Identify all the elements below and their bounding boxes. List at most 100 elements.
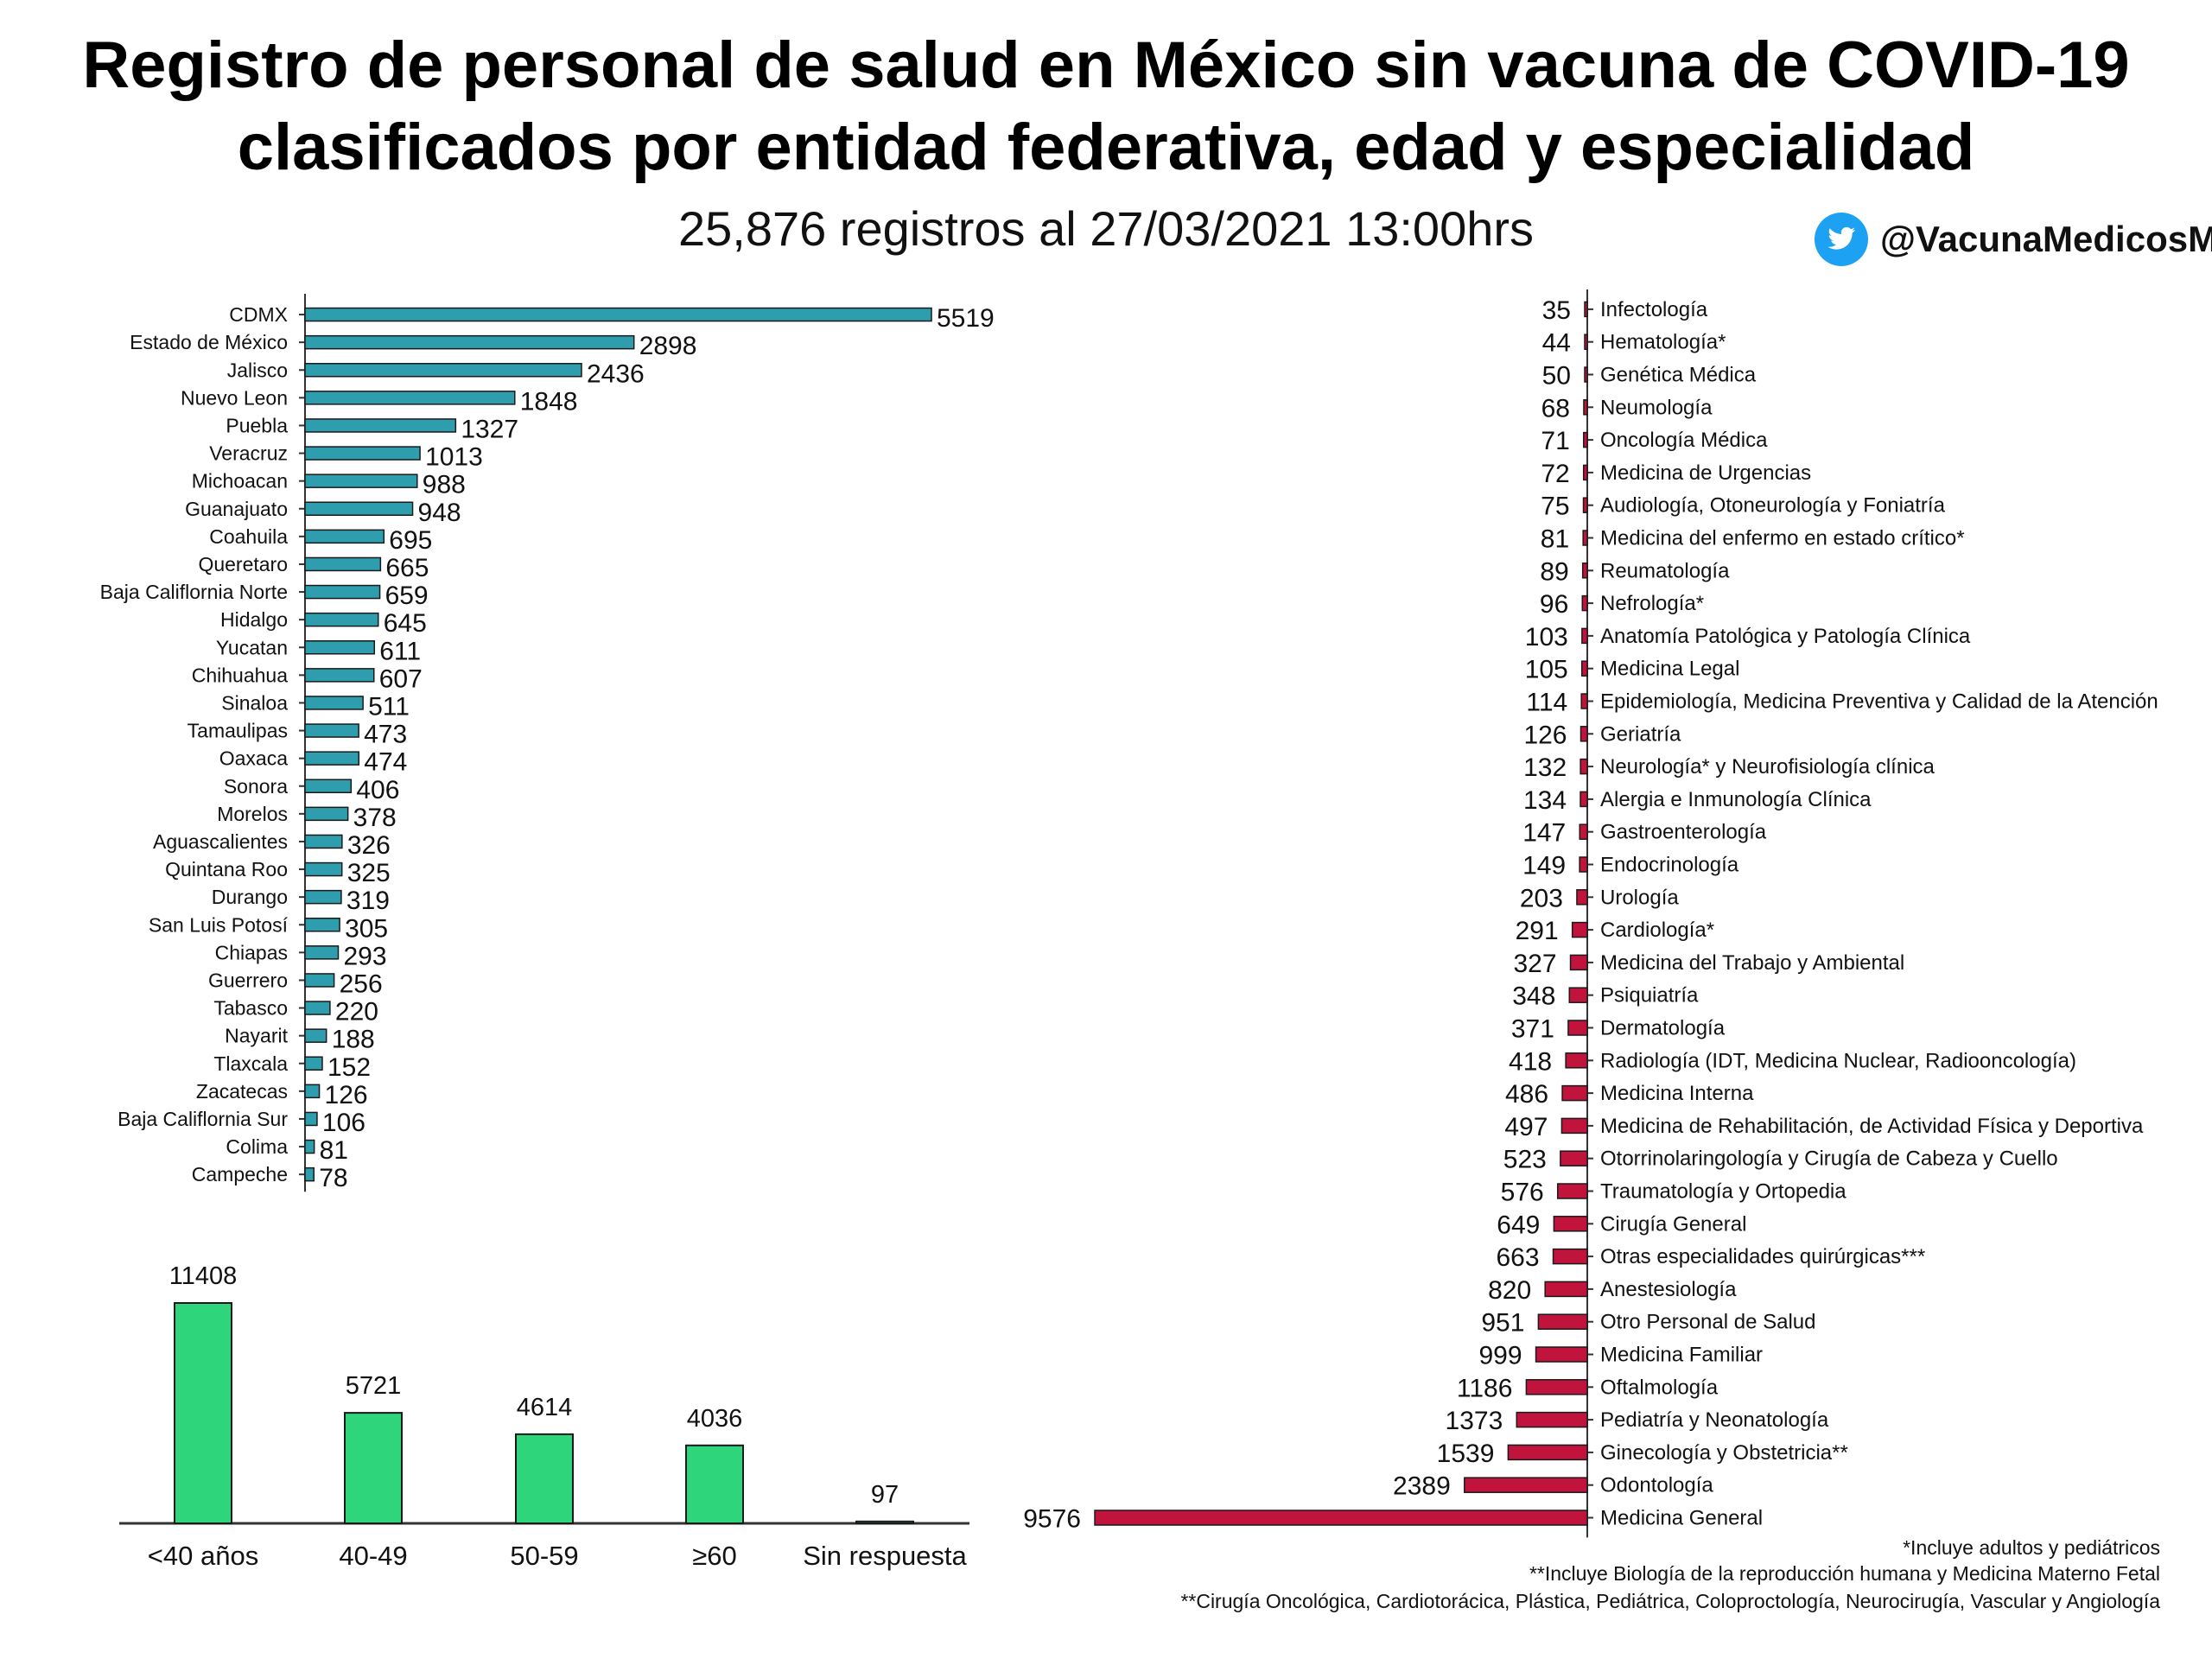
states-bar-chart: CDMX 5519 Estado de México 2898 Jalisco 2436 N… xyxy=(100,294,995,1192)
specialty-category-label: Oftalmología xyxy=(1600,1376,1719,1399)
states-value-label: 188 xyxy=(332,1026,375,1054)
states-bar xyxy=(304,584,381,600)
age-category-label: 50-59 xyxy=(510,1541,578,1571)
states-value-label: 473 xyxy=(364,721,407,749)
specialty-bar xyxy=(1552,1248,1588,1265)
specialty-category-label: Medicina General xyxy=(1600,1507,1763,1530)
specialty-value-label: 50 xyxy=(1542,362,1571,391)
states-bar xyxy=(304,1166,315,1182)
specialty-category-label: Traumatología y Ortopedia xyxy=(1600,1180,1847,1204)
specialty-category-label: Dermatología xyxy=(1600,1017,1726,1040)
specialty-category-label: Gastroenterología xyxy=(1600,821,1767,844)
specialty-value-label: 71 xyxy=(1541,427,1569,455)
states-category-label: Baja Califlornia Norte xyxy=(100,581,288,603)
specialty-value-label: 497 xyxy=(1504,1113,1548,1141)
specialty-bar xyxy=(1535,1346,1588,1363)
states-category-label: Tlaxcala xyxy=(213,1052,288,1075)
specialty-bar xyxy=(1464,1477,1588,1493)
age-value-label: 97 xyxy=(871,1481,899,1509)
specialty-category-label: Cirugía General xyxy=(1600,1212,1746,1236)
states-value-label: 607 xyxy=(379,664,423,693)
specialty-category-label: Medicina de Rehabilitación, de Actividad… xyxy=(1600,1115,2144,1138)
states-value-label: 474 xyxy=(364,748,407,777)
states-value-label: 2436 xyxy=(587,359,645,388)
specialty-bar xyxy=(1537,1313,1588,1330)
specialty-value-label: 132 xyxy=(1523,753,1567,782)
states-value-label: 256 xyxy=(340,969,383,998)
specialty-category-label: Reumatología xyxy=(1600,559,1730,582)
specialty-bar xyxy=(1584,366,1588,383)
states-category-label: Morelos xyxy=(217,803,288,825)
age-bar xyxy=(344,1412,403,1525)
states-value-label: 511 xyxy=(368,692,410,721)
states-bar xyxy=(304,973,335,988)
chart-title-line1: Registro de personal de salud en México … xyxy=(82,29,2130,102)
states-bar xyxy=(304,556,382,572)
specialty-category-label: Odontología xyxy=(1600,1474,1713,1497)
states-bar xyxy=(304,418,457,433)
states-value-label: 220 xyxy=(335,998,378,1027)
specialty-bar xyxy=(1580,726,1588,742)
specialty-value-label: 348 xyxy=(1512,982,1555,1011)
states-value-label: 293 xyxy=(343,942,386,970)
specialty-value-label: 663 xyxy=(1496,1243,1539,1272)
states-category-label: Campeche xyxy=(192,1163,288,1185)
specialty-bar xyxy=(1567,1020,1588,1036)
specialty-value-label: 72 xyxy=(1541,460,1569,488)
specialty-value-label: 68 xyxy=(1541,394,1570,423)
chart-subtitle: 25,876 registros al 27/03/2021 13:00hrs xyxy=(677,201,1535,256)
specialty-bar xyxy=(1580,791,1588,808)
states-value-label: 645 xyxy=(384,609,427,638)
specialty-bar xyxy=(1583,399,1588,416)
states-bar xyxy=(304,1139,315,1154)
specialty-value-label: 9576 xyxy=(1023,1505,1081,1534)
specialty-category-label: Endocrinología xyxy=(1600,854,1739,877)
specialty-bar xyxy=(1516,1411,1588,1428)
states-bar xyxy=(304,1028,327,1043)
specialty-bar xyxy=(1569,954,1588,971)
states-value-label: 988 xyxy=(423,471,466,499)
states-category-label: Tamaulipas xyxy=(188,720,288,742)
specialty-bar xyxy=(1568,987,1588,1003)
states-bar xyxy=(304,696,364,710)
age-bar xyxy=(174,1302,232,1524)
age-value-label: 4614 xyxy=(517,1394,573,1421)
specialty-value-label: 126 xyxy=(1523,721,1567,749)
specialty-value-label: 81 xyxy=(1541,525,1569,554)
age-bar xyxy=(855,1520,914,1525)
specialty-bar xyxy=(1581,563,1588,579)
footnote-3: **Cirugía Oncológica, Cardiotorácica, Pl… xyxy=(1180,1590,2160,1612)
specialty-category-label: Medicina del enfermo en estado crítico* xyxy=(1600,527,1965,550)
specialty-category-label: Radiología (IDT, Medicina Nuclear, Radio… xyxy=(1600,1049,2076,1072)
specialty-value-label: 2389 xyxy=(1393,1472,1451,1501)
specialty-category-label: Pediatría y Neonatología xyxy=(1600,1408,1829,1432)
specialty-value-label: 523 xyxy=(1503,1146,1547,1174)
states-bar xyxy=(304,861,343,877)
specialty-value-label: 103 xyxy=(1525,623,1568,652)
states-value-label: 81 xyxy=(320,1136,348,1165)
chart-title-line2: clasificados por entidad federativa, eda… xyxy=(237,111,1975,184)
states-bar xyxy=(304,307,932,322)
states-bar xyxy=(304,889,342,905)
specialty-category-label: Otro Personal de Salud xyxy=(1600,1311,1815,1334)
specialty-bar xyxy=(1571,921,1588,938)
states-bar xyxy=(304,363,582,378)
states-category-label: Baja Califlornia Sur xyxy=(118,1108,288,1130)
states-value-label: 152 xyxy=(327,1053,371,1082)
states-value-label: 2898 xyxy=(639,332,697,360)
specialty-category-label: Infectología xyxy=(1600,298,1708,321)
states-bar xyxy=(304,779,353,793)
states-value-label: 5519 xyxy=(937,304,995,333)
states-category-label: Guanajuato xyxy=(185,498,288,520)
specialty-category-label: Urología xyxy=(1600,886,1679,909)
states-bar xyxy=(304,945,340,960)
specialty-bar xyxy=(1584,301,1588,318)
states-category-label: Nuevo Leon xyxy=(181,386,288,409)
specialty-bar xyxy=(1581,627,1588,645)
specialty-category-label: Anestesiología xyxy=(1600,1278,1737,1301)
states-bar xyxy=(304,806,349,822)
twitter-handle-badge[interactable]: @VacunaMedicosMX xyxy=(1815,209,2212,270)
age-category-label: 40-49 xyxy=(339,1541,407,1571)
states-value-label: 378 xyxy=(353,804,397,832)
states-category-label: Tabasco xyxy=(213,997,288,1020)
